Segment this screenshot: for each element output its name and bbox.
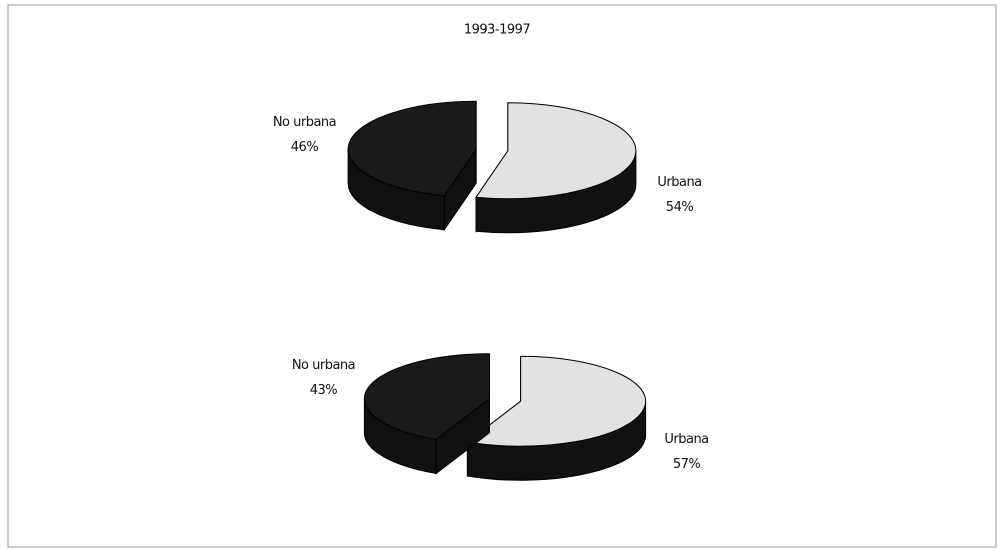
slice-value-label: 57% [673, 457, 701, 472]
slice [475, 102, 637, 200]
slice-label: No urbana [292, 358, 355, 373]
slice [466, 355, 647, 447]
slice [363, 353, 490, 440]
slice-label: No urbana [273, 115, 336, 130]
slice-value-label: 54% [666, 200, 694, 215]
slice [347, 100, 477, 197]
chart-title: 1993-1997 [464, 23, 531, 38]
slice-label: Urbana [657, 175, 701, 190]
slice-value-label: 43% [310, 383, 338, 398]
slice-label: Urbana [664, 432, 708, 447]
slice-value-label: 46% [291, 140, 319, 155]
